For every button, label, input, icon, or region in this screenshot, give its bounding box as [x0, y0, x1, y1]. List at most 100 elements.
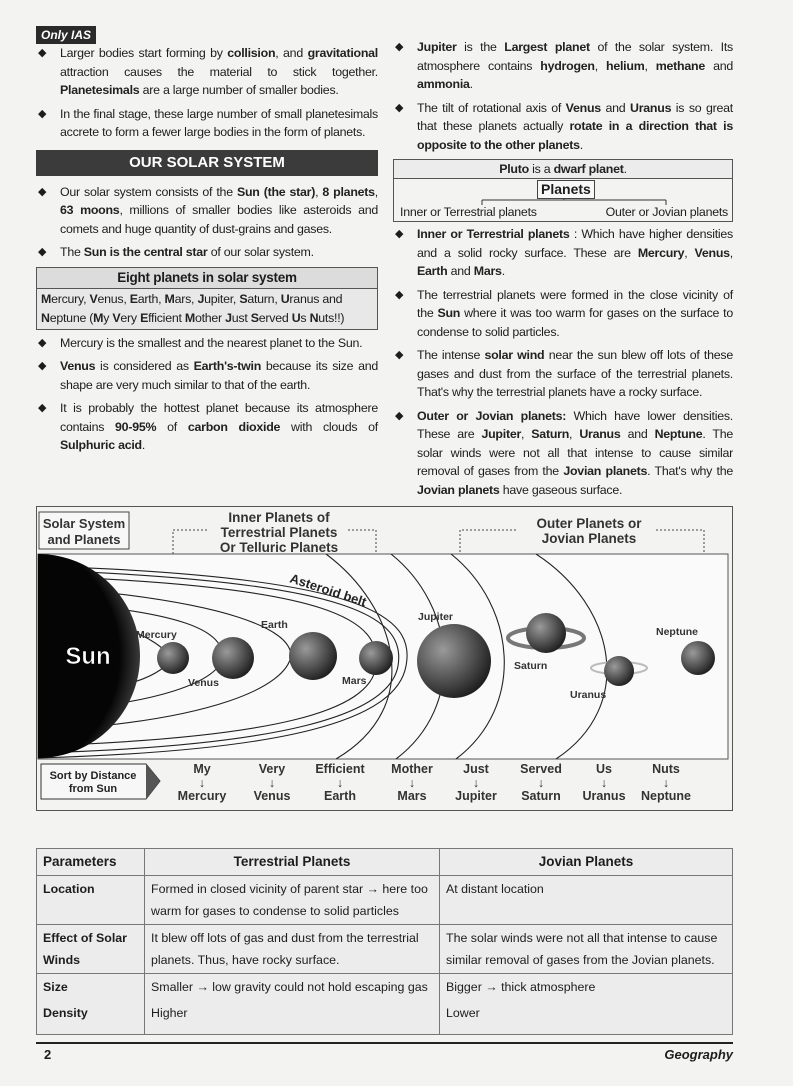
diamond-bullet-icon: ◆: [38, 47, 47, 59]
text: are a large number of smaller bodies.: [139, 83, 339, 97]
bullet-item: ◆ The terrestrial planets were formed in …: [393, 286, 733, 342]
table-row: Effect of Solar Winds It blew off lots of…: [36, 924, 733, 974]
text: The intense: [417, 348, 485, 362]
label-earth: Earth: [261, 619, 288, 631]
down-arrow-icon: ↓: [337, 776, 343, 790]
pluto-box: Pluto is a dwarf planet.: [393, 159, 733, 179]
bold-text: ammonia: [417, 77, 470, 91]
bold-text: Inner or Terrestrial planets: [417, 227, 570, 241]
text: It is probably the hottest planet becaus…: [60, 401, 378, 434]
bold-text: Saturn: [531, 427, 570, 441]
bullet-item: ◆ The tilt of rotational axis of Venus an…: [393, 99, 733, 155]
text: is a: [528, 162, 554, 176]
text: eptune (: [49, 310, 94, 325]
text: Larger bodies start forming by: [60, 46, 228, 60]
label-uranus: Uranus: [570, 689, 606, 701]
bold-text: Planetesimals: [60, 83, 140, 97]
bullet-item: ◆ The Sun is the central star of our sola…: [36, 243, 378, 262]
solar-system-diagram: Solar System and Planets Inner Planets o…: [36, 506, 733, 811]
bold-text: J: [197, 291, 205, 306]
mnemonic-planet: Uranus: [582, 789, 625, 803]
planet-saturn: [526, 613, 566, 653]
footer-rule: 2 Geography: [36, 1042, 733, 1066]
bold-text: Jupiter: [417, 40, 457, 54]
text: and: [600, 100, 631, 115]
label-jupiter: Jupiter: [418, 611, 453, 623]
text: .: [501, 264, 505, 278]
left-bottom-bullets: ◆ Mercury is the smallest and the nearest…: [36, 334, 378, 455]
diamond-bullet-icon: ◆: [395, 288, 404, 301]
text: Mercury is the smallest and the nearest …: [60, 335, 363, 350]
bold-text: carbon dioxide: [187, 419, 281, 434]
text: is the: [456, 40, 505, 54]
cell: Formed in closed vicinity of parent star…: [144, 875, 440, 925]
label-venus: Venus: [188, 677, 219, 689]
diamond-bullet-icon: ◆: [395, 228, 404, 240]
planet-mars: [359, 641, 393, 675]
text: : Which have higher densities and a soli…: [417, 227, 733, 260]
two-column-text: ◆ Larger bodies start forming by collisio…: [36, 40, 733, 504]
label-saturn: Saturn: [514, 660, 547, 672]
eight-planets-title: Eight planets in solar system: [37, 267, 377, 289]
diamond-bullet-icon: ◆: [38, 185, 47, 198]
mnemonic-planet: Neptune: [641, 789, 691, 803]
table-row: Location Formed in closed vicinity of par…: [36, 875, 733, 925]
inner-label-1: Inner Planets of: [228, 510, 330, 525]
bold-text: Sulphuric acid: [60, 438, 142, 452]
label-mars: Mars: [342, 675, 367, 687]
bold-text: Pluto: [499, 162, 529, 176]
cell: Bigger → thick atmosphere: [439, 973, 733, 1000]
text: .: [579, 137, 583, 152]
bold-text: Jupiter: [481, 427, 522, 441]
col-header-jovian: Jovian Planets: [439, 848, 733, 876]
mnemonic-word: Served: [520, 762, 562, 776]
eight-planets-box: Eight planets in solar system Mercury, V…: [36, 266, 378, 330]
text: ars,: [174, 291, 198, 306]
text: enus,: [97, 291, 130, 306]
bold-text: Venus: [694, 245, 731, 260]
bold-text: M: [164, 291, 175, 306]
brand-tag: Only IAS: [36, 26, 97, 44]
bold-text: 63 moons: [60, 203, 120, 217]
bold-text: E: [129, 291, 138, 306]
text: Our solar system consists of the: [60, 184, 237, 199]
bold-text: V: [112, 310, 121, 325]
cell: At distant location: [439, 875, 733, 925]
text: In the final stage, these large number o…: [60, 106, 378, 140]
diagram-title-box: [38, 511, 130, 550]
text: and: [704, 58, 734, 73]
bold-text: rotate in a direction that is opposite t…: [417, 119, 733, 152]
bullet-item: ◆ Outer or Jovian planets: Which have low…: [393, 407, 733, 500]
inner-label-2: Terrestrial Planets: [221, 525, 338, 540]
table-row: Density Higher Lower: [36, 1000, 733, 1035]
text: is considered as: [95, 359, 194, 373]
text: erved: [258, 310, 292, 325]
bold-text: U: [280, 291, 290, 306]
bold-text: Mars: [473, 264, 502, 278]
text: ,: [374, 184, 378, 199]
sort-label-1: Sort by Distance: [50, 770, 137, 782]
mnemonic-planet: Mercury: [178, 789, 227, 803]
comparison-table: Parameters Terrestrial Planets Jovian Pl…: [36, 848, 733, 1035]
cell: Smaller → low gravity could not hold esc…: [144, 973, 440, 1000]
text: upiter,: [204, 291, 240, 306]
bullet-item: ◆ Our solar system consists of the Sun (t…: [36, 183, 378, 239]
bold-text: M: [93, 310, 104, 325]
bullet-item: ◆ Jupiter is the Largest planet of the so…: [393, 38, 733, 94]
bold-text: 8 planets: [322, 184, 375, 199]
down-arrow-icon: ↓: [269, 776, 275, 790]
mnemonic-word: Mother: [391, 762, 433, 776]
text: uts!!): [318, 310, 345, 325]
text: Which have lower densities. These are: [417, 408, 733, 442]
text: ,: [594, 58, 607, 73]
bold-text: Uranus: [630, 100, 672, 115]
cell: Density: [36, 1000, 145, 1035]
mnemonic-word: Very: [259, 762, 285, 776]
mnemonic-word: Just: [463, 762, 490, 776]
down-arrow-icon: ↓: [199, 776, 205, 790]
planet-jupiter: [417, 624, 491, 698]
mnemonic-word: Nuts: [652, 762, 680, 776]
bold-text: Largest planet: [504, 40, 590, 54]
text: of our solar system.: [207, 245, 314, 259]
outer-label-1: Outer Planets or: [536, 516, 642, 531]
